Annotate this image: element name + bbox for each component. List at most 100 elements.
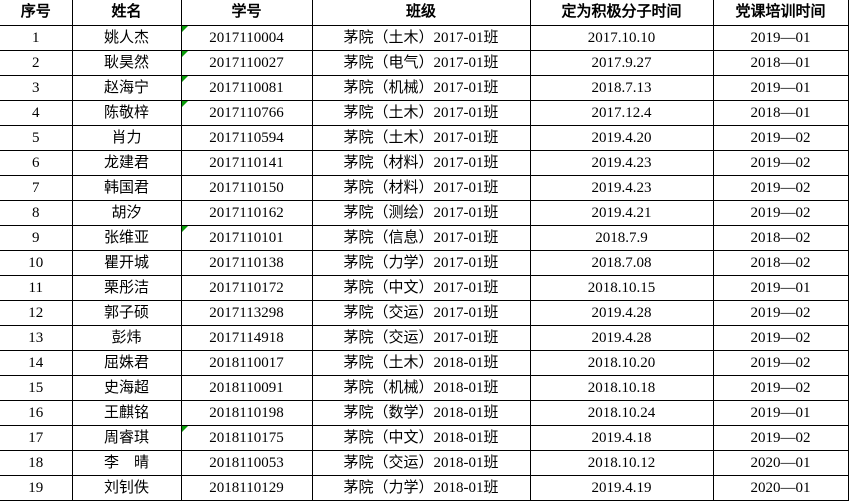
cell-no[interactable]: 11 xyxy=(0,275,73,301)
cell-training-time[interactable]: 2019—02 xyxy=(713,175,849,201)
cell-name[interactable]: 韩国君 xyxy=(72,175,182,201)
cell-name[interactable]: 屈姝君 xyxy=(72,350,182,376)
cell-name[interactable]: 彭炜 xyxy=(72,325,182,351)
cell-activist-date[interactable]: 2019.4.19 xyxy=(530,475,714,501)
cell-no[interactable]: 4 xyxy=(0,100,73,126)
cell-training-time[interactable]: 2019—02 xyxy=(713,150,849,176)
cell-activist-date[interactable]: 2017.9.27 xyxy=(530,50,714,76)
cell-name[interactable]: 史海超 xyxy=(72,375,182,401)
cell-training-time[interactable]: 2019—01 xyxy=(713,25,849,51)
cell-training-time[interactable]: 2019—01 xyxy=(713,75,849,101)
cell-training-time[interactable]: 2018—01 xyxy=(713,50,849,76)
cell-name[interactable]: 赵海宁 xyxy=(72,75,182,101)
cell-student-id[interactable]: 2018110053 xyxy=(181,450,313,476)
cell-no[interactable]: 18 xyxy=(0,450,73,476)
cell-training-time[interactable]: 2018—01 xyxy=(713,100,849,126)
cell-student-id[interactable]: 2017110172 xyxy=(181,275,313,301)
cell-no[interactable]: 3 xyxy=(0,75,73,101)
cell-class[interactable]: 茅院（力学）2018-01班 xyxy=(312,475,531,501)
cell-activist-date[interactable]: 2019.4.20 xyxy=(530,125,714,151)
cell-activist-date[interactable]: 2018.7.9 xyxy=(530,225,714,251)
cell-training-time[interactable]: 2019—02 xyxy=(713,375,849,401)
cell-student-id[interactable]: 2017110101 xyxy=(181,225,313,251)
cell-class[interactable]: 茅院（土木）2017-01班 xyxy=(312,100,531,126)
cell-no[interactable]: 17 xyxy=(0,425,73,451)
cell-name[interactable]: 栗彤洁 xyxy=(72,275,182,301)
cell-class[interactable]: 茅院（中文）2017-01班 xyxy=(312,275,531,301)
cell-training-time[interactable]: 2018—02 xyxy=(713,250,849,276)
cell-class[interactable]: 茅院（机械）2017-01班 xyxy=(312,75,531,101)
cell-student-id[interactable]: 2017113298 xyxy=(181,300,313,326)
cell-activist-date[interactable]: 2018.10.18 xyxy=(530,375,714,401)
cell-class[interactable]: 茅院（土木）2017-01班 xyxy=(312,25,531,51)
cell-name[interactable]: 龙建君 xyxy=(72,150,182,176)
cell-student-id[interactable]: 2018110129 xyxy=(181,475,313,501)
cell-class[interactable]: 茅院（力学）2017-01班 xyxy=(312,250,531,276)
cell-activist-date[interactable]: 2019.4.28 xyxy=(530,300,714,326)
cell-activist-date[interactable]: 2018.7.13 xyxy=(530,75,714,101)
cell-no[interactable]: 19 xyxy=(0,475,73,501)
cell-no[interactable]: 8 xyxy=(0,200,73,226)
cell-no[interactable]: 6 xyxy=(0,150,73,176)
cell-activist-date[interactable]: 2017.10.10 xyxy=(530,25,714,51)
cell-class[interactable]: 茅院（土木）2017-01班 xyxy=(312,125,531,151)
cell-activist-date[interactable]: 2018.7.08 xyxy=(530,250,714,276)
cell-training-time[interactable]: 2019—01 xyxy=(713,275,849,301)
cell-name[interactable]: 王麒铭 xyxy=(72,400,182,426)
cell-student-id[interactable]: 2017110138 xyxy=(181,250,313,276)
header-student-id[interactable]: 学号 xyxy=(181,0,313,26)
cell-class[interactable]: 茅院（信息）2017-01班 xyxy=(312,225,531,251)
cell-training-time[interactable]: 2019—02 xyxy=(713,200,849,226)
cell-no[interactable]: 7 xyxy=(0,175,73,201)
cell-no[interactable]: 2 xyxy=(0,50,73,76)
cell-name[interactable]: 耿昊然 xyxy=(72,50,182,76)
cell-name[interactable]: 周睿琪 xyxy=(72,425,182,451)
cell-activist-date[interactable]: 2018.10.20 xyxy=(530,350,714,376)
header-class[interactable]: 班级 xyxy=(312,0,531,26)
cell-no[interactable]: 16 xyxy=(0,400,73,426)
cell-student-id[interactable]: 2017110150 xyxy=(181,175,313,201)
cell-class[interactable]: 茅院（材料）2017-01班 xyxy=(312,150,531,176)
cell-student-id[interactable]: 2017110027 xyxy=(181,50,313,76)
cell-student-id[interactable]: 2017110004 xyxy=(181,25,313,51)
cell-activist-date[interactable]: 2018.10.24 xyxy=(530,400,714,426)
cell-no[interactable]: 15 xyxy=(0,375,73,401)
cell-activist-date[interactable]: 2019.4.21 xyxy=(530,200,714,226)
cell-student-id[interactable]: 2017110141 xyxy=(181,150,313,176)
cell-name[interactable]: 肖力 xyxy=(72,125,182,151)
cell-name[interactable]: 张维亚 xyxy=(72,225,182,251)
cell-training-time[interactable]: 2019—02 xyxy=(713,350,849,376)
cell-class[interactable]: 茅院（交运）2018-01班 xyxy=(312,450,531,476)
header-no[interactable]: 序号 xyxy=(0,0,73,26)
cell-class[interactable]: 茅院（土木）2018-01班 xyxy=(312,350,531,376)
cell-activist-date[interactable]: 2019.4.28 xyxy=(530,325,714,351)
cell-activist-date[interactable]: 2018.10.15 xyxy=(530,275,714,301)
cell-class[interactable]: 茅院（中文）2018-01班 xyxy=(312,425,531,451)
cell-name[interactable]: 胡汐 xyxy=(72,200,182,226)
cell-activist-date[interactable]: 2018.10.12 xyxy=(530,450,714,476)
cell-student-id[interactable]: 2018110091 xyxy=(181,375,313,401)
cell-class[interactable]: 茅院（材料）2017-01班 xyxy=(312,175,531,201)
cell-student-id[interactable]: 2017110766 xyxy=(181,100,313,126)
cell-class[interactable]: 茅院（数学）2018-01班 xyxy=(312,400,531,426)
cell-student-id[interactable]: 2017110162 xyxy=(181,200,313,226)
cell-name[interactable]: 郭子硕 xyxy=(72,300,182,326)
cell-training-time[interactable]: 2019—02 xyxy=(713,425,849,451)
cell-activist-date[interactable]: 2019.4.18 xyxy=(530,425,714,451)
cell-student-id[interactable]: 2018110017 xyxy=(181,350,313,376)
cell-training-time[interactable]: 2019—02 xyxy=(713,300,849,326)
cell-no[interactable]: 9 xyxy=(0,225,73,251)
cell-student-id[interactable]: 2017110081 xyxy=(181,75,313,101)
cell-training-time[interactable]: 2020—01 xyxy=(713,475,849,501)
cell-no[interactable]: 13 xyxy=(0,325,73,351)
cell-training-time[interactable]: 2019—02 xyxy=(713,125,849,151)
cell-no[interactable]: 1 xyxy=(0,25,73,51)
cell-name[interactable]: 陈敬梓 xyxy=(72,100,182,126)
cell-activist-date[interactable]: 2019.4.23 xyxy=(530,175,714,201)
cell-no[interactable]: 5 xyxy=(0,125,73,151)
cell-class[interactable]: 茅院（机械）2018-01班 xyxy=(312,375,531,401)
header-training-time[interactable]: 党课培训时间 xyxy=(713,0,849,26)
cell-class[interactable]: 茅院（交运）2017-01班 xyxy=(312,325,531,351)
cell-name[interactable]: 李 晴 xyxy=(72,450,182,476)
cell-class[interactable]: 茅院（测绘）2017-01班 xyxy=(312,200,531,226)
